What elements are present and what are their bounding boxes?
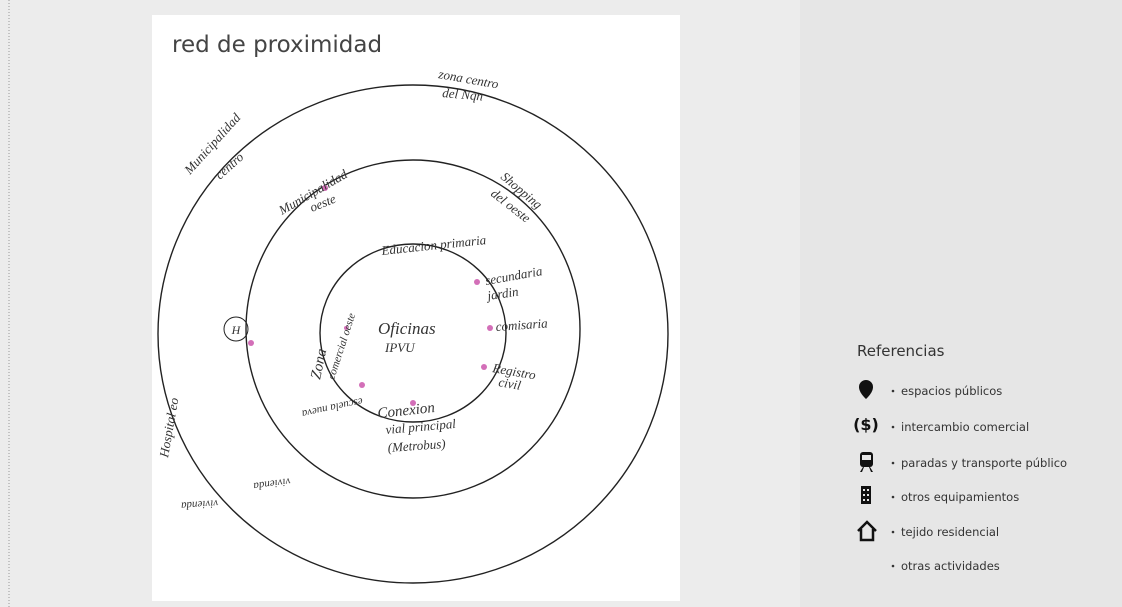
legend-item: otros equipamientos	[901, 490, 1019, 504]
legend: ($)	[853, 380, 879, 542]
dot	[410, 400, 416, 406]
label: civil	[497, 374, 522, 393]
dot	[487, 325, 493, 331]
dot	[481, 364, 487, 370]
pink-dots	[248, 185, 493, 406]
legend-title: Referencias	[857, 342, 945, 360]
legend-item: otras actividades	[901, 559, 1000, 573]
label: comisaria	[495, 315, 548, 334]
dot	[322, 185, 328, 191]
label: Zona	[308, 347, 330, 380]
icon-equipment	[861, 486, 871, 504]
legend-item: intercambio comercial	[901, 420, 1029, 434]
dot	[344, 326, 348, 330]
label: Conexion	[377, 400, 436, 422]
icon-residential	[857, 520, 877, 542]
legend-bullet	[891, 564, 895, 568]
middle-ring	[245, 159, 581, 499]
label: H	[231, 323, 242, 337]
label: Oficinas	[378, 319, 436, 338]
icon-public	[859, 380, 873, 399]
label: vivienda	[180, 497, 219, 512]
legend-bullet	[891, 530, 895, 534]
rings	[157, 84, 669, 584]
outer-ring	[157, 84, 669, 584]
label: IPVU	[384, 340, 416, 355]
icon-commerce: ($)	[853, 415, 879, 434]
sheet	[152, 15, 680, 601]
legend-bullet	[891, 461, 895, 465]
legend-bullet	[891, 389, 895, 393]
title: red de proximidad	[172, 32, 382, 58]
label: vivienda	[252, 475, 291, 492]
label: (Metrobus)	[387, 436, 446, 455]
label: del Nqn	[442, 85, 484, 103]
side-panel	[800, 0, 1122, 607]
legend-item: paradas y transporte público	[901, 456, 1067, 470]
label: vial principal	[385, 416, 457, 437]
dot	[248, 340, 254, 346]
inner-ring	[319, 243, 507, 423]
hospital-circle	[223, 316, 249, 342]
legend-bullet	[891, 425, 895, 429]
legend-item: tejido residencial	[901, 525, 999, 539]
legend-bullet	[891, 495, 895, 499]
label: jardin	[484, 284, 519, 303]
dot	[474, 279, 480, 285]
icon-transport	[860, 452, 873, 472]
legend-item: espacios públicos	[901, 384, 1002, 398]
dot	[359, 382, 365, 388]
